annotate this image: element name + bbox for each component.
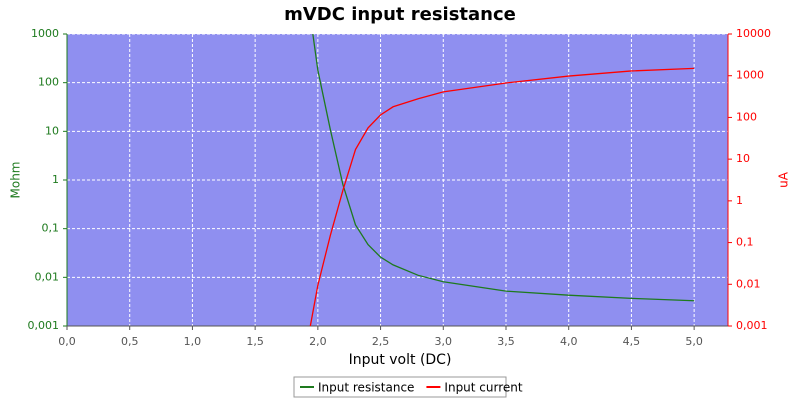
chart-title: mVDC input resistance [284, 4, 516, 25]
y-tick-label: 0,1 [42, 222, 60, 235]
y-tick-label: 0,01 [35, 270, 60, 283]
x-tick-label: 4,0 [560, 335, 578, 348]
x-tick-label: 2,5 [372, 335, 390, 348]
y2-axis-label: uA [777, 171, 791, 188]
legend-label: Input current [444, 381, 522, 395]
legend-label: Input resistance [318, 381, 414, 395]
x-tick-label: 1,5 [246, 335, 264, 348]
y2-tick-label: 10000 [736, 27, 771, 40]
x-axis-label: Input volt (DC) [349, 352, 452, 368]
x-tick-label: 2,0 [309, 335, 327, 348]
y-tick-label: 100 [38, 76, 59, 89]
y2-tick-label: 0,01 [736, 277, 761, 290]
series-line [309, 67, 695, 326]
y2-tick-label: 1000 [736, 69, 764, 82]
y-tick-label: 1000 [31, 27, 59, 40]
legend-box [293, 376, 507, 398]
y-tick-label: 1 [52, 173, 59, 186]
y2-tick-label: 10 [736, 152, 750, 165]
y-axis-label: Mohm [9, 162, 23, 199]
y2-tick-label: 1 [736, 194, 743, 207]
x-tick-label: 3,0 [435, 335, 453, 348]
y2-tick-label: 0,1 [736, 236, 754, 249]
y-tick-label: 0,001 [28, 319, 60, 332]
x-tick-label: 0,5 [121, 335, 139, 348]
x-tick-label: 4,5 [623, 335, 641, 348]
x-tick-label: 3,5 [497, 335, 515, 348]
y2-tick-label: 100 [736, 110, 757, 123]
x-tick-label: 0,0 [58, 335, 76, 348]
y-tick-label: 10 [45, 124, 59, 137]
x-tick-label: 5,0 [685, 335, 703, 348]
x-tick-label: 1,0 [184, 335, 202, 348]
series-line [312, 34, 695, 302]
y2-tick-label: 0,001 [736, 319, 768, 332]
